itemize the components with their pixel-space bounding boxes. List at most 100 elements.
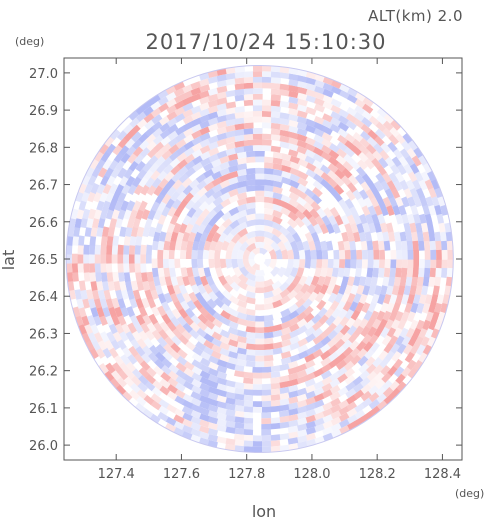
radar-cell [191,129,203,140]
radar-cell [304,378,316,388]
radar-cell [337,386,349,397]
radar-cell [344,284,353,296]
radar-cell [320,363,332,374]
radar-cell [105,314,114,326]
radar-cell [203,267,212,278]
radar-cell [289,341,300,351]
radar-cell [184,340,196,351]
radar-cell [188,178,200,189]
radar-cell [270,388,281,396]
radar-cell [330,429,342,439]
radar-cell [378,157,389,169]
radar-cell [153,365,164,377]
radar-cell [320,178,331,190]
radar-cell [297,86,308,95]
radar-cell [373,180,384,192]
radar-cell [308,215,319,227]
radar-cell [150,400,162,411]
radar-cell [360,326,371,338]
radar-cell [375,172,386,184]
radar-cell [234,88,245,96]
radar-cell [228,206,240,217]
radar-cell [213,209,225,221]
radar-cell [263,349,274,356]
radar-cell [270,241,281,252]
radar-cell [373,143,384,154]
radar-cell [82,297,90,309]
radar-cell [231,249,239,259]
radar-cell [224,414,236,423]
radar-cell [181,412,193,422]
radar-cell [144,217,153,229]
radar-cell [305,106,317,116]
radar-cell [212,189,223,200]
radar-cell [404,351,415,363]
radar-cell [447,259,454,269]
radar-cell [369,405,381,417]
radar-cell [428,187,437,199]
radar-cell [182,322,193,334]
radar-cell [277,266,287,278]
radar-cell [95,347,106,359]
radar-cell [272,347,283,355]
radar-cell [166,222,176,234]
radar-cell [96,306,105,318]
radar-cell [289,167,301,177]
radar-cell [400,366,412,378]
radar-cell [364,231,373,242]
radar-cell [332,191,343,203]
radar-cell [427,170,437,183]
radar-cell [409,163,420,175]
radar-cell [259,247,268,255]
radar-cell [148,344,160,356]
radar-cell [193,207,204,219]
radar-cell [373,326,384,338]
radar-cell [286,225,297,236]
radar-cell [280,194,292,204]
radar-cell [123,376,135,387]
radar-cell [208,141,220,151]
radar-cell [401,140,412,152]
radar-cell [110,369,122,381]
radar-cell [407,335,418,348]
radar-cell [174,112,186,123]
radar-cell [374,135,385,147]
radar-cell [354,267,362,278]
radar-cell [305,83,317,92]
radar-cell [296,196,308,207]
radar-cell [364,276,373,287]
radar-cell [350,309,361,321]
radar-cell [292,259,300,269]
radar-cell [296,363,308,373]
radar-cell [325,284,335,296]
radar-cell [390,119,402,131]
radar-cell [407,367,418,379]
radar-cell [215,436,227,444]
radar-cell [174,100,186,110]
y-tick-label: 26.1 [29,402,58,417]
radar-cell [346,325,357,337]
radar-cell [327,177,339,189]
radar-cell [87,174,98,186]
radar-cell [169,316,180,327]
radar-cell [243,82,254,89]
radar-cell [158,275,167,287]
radar-cell [123,235,131,246]
radar-cell [367,378,378,389]
radar-cell [182,84,194,94]
radar-cell [270,434,281,441]
radar-cell [211,170,223,181]
radar-cell [211,164,223,174]
radar-cell [313,393,325,403]
radar-cell [123,262,130,273]
radar-cell [262,82,272,89]
radar-cell [294,290,305,301]
radar-cell [425,196,434,208]
radar-cell [225,130,237,139]
radar-cell [178,198,189,210]
radar-cell [329,207,340,218]
radar-cell [245,290,256,299]
radar-cell [111,314,121,326]
radar-cell [181,418,193,428]
radar-cell [304,231,314,243]
